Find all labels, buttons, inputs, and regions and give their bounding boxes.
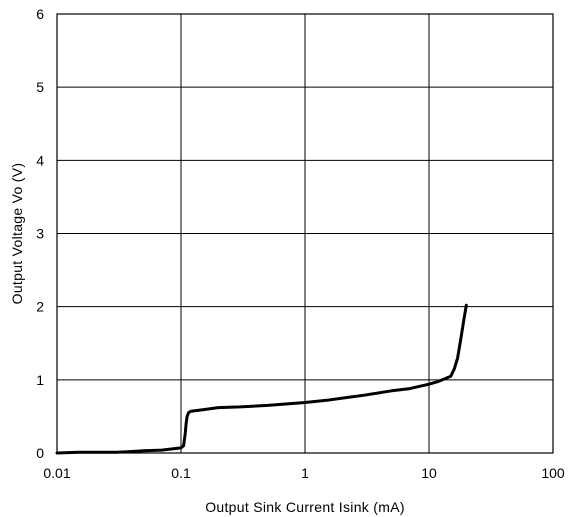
y-axis-label: Output Voltage Vo (V) <box>9 163 25 305</box>
x-tick-label: 1 <box>301 465 309 481</box>
grid <box>56 13 554 454</box>
x-tick-label: 100 <box>541 465 565 481</box>
x-axis-label: Output Sink Current Isink (mA) <box>205 499 405 515</box>
y-tick-labels: 0 1 2 3 4 5 6 <box>36 6 44 461</box>
y-tick-label: 1 <box>36 372 44 388</box>
y-tick-label: 3 <box>36 226 44 242</box>
x-tick-label: 0.01 <box>43 465 70 481</box>
x-tick-label: 10 <box>421 465 437 481</box>
y-tick-label: 4 <box>36 152 44 168</box>
plot-area <box>56 13 554 454</box>
series-line <box>55 303 468 455</box>
y-tick-label: 2 <box>36 299 44 315</box>
x-tick-label: 0.1 <box>171 465 191 481</box>
y-tick-label: 0 <box>36 445 44 461</box>
x-tick-labels: 0.01 0.1 1 10 100 <box>43 465 565 481</box>
y-tick-label: 6 <box>36 6 44 22</box>
series-layer <box>55 303 468 455</box>
y-tick-label: 5 <box>36 79 44 95</box>
